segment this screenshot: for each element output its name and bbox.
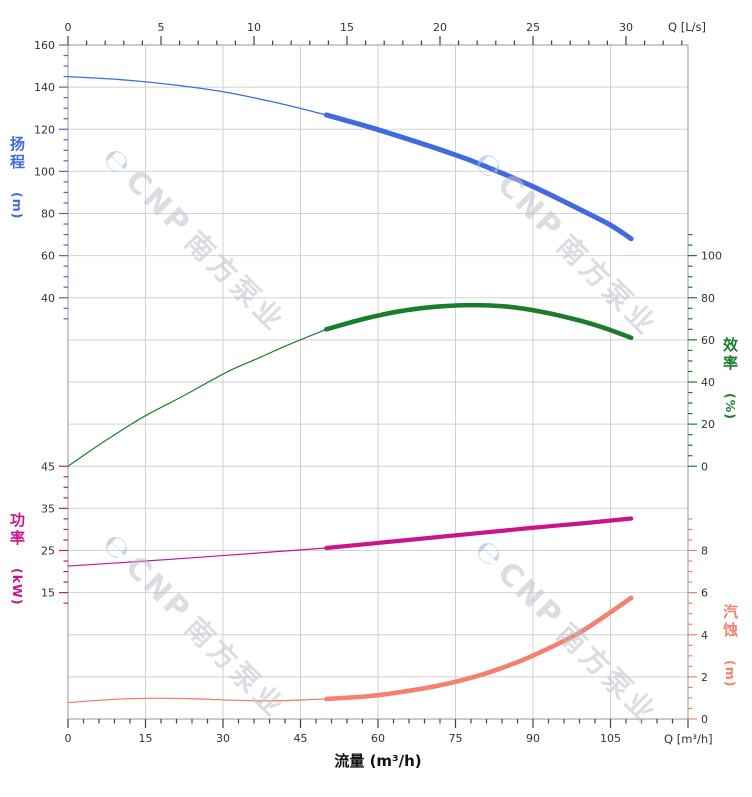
npsh-axis-tick-label: 6 xyxy=(701,587,708,600)
top-axis-tick-label: 5 xyxy=(158,21,165,34)
head-axis-tick-label: 160 xyxy=(34,39,55,52)
power-curve-thick xyxy=(324,516,634,551)
power-axis-tick-label: 35 xyxy=(41,502,55,515)
head-axis-tick-label: 140 xyxy=(34,81,55,94)
top-axis-tick-label: 20 xyxy=(433,21,447,34)
bottom-axis-tick-label: 75 xyxy=(449,732,463,745)
npsh-axis-tick-label: 0 xyxy=(701,713,708,726)
npsh-axis-tick-label: 4 xyxy=(701,629,708,642)
power-axis-tick-label: 45 xyxy=(41,460,55,473)
npsh-curve-thick xyxy=(324,595,634,702)
head-axis-unit: (m) xyxy=(10,192,25,220)
bottom-axis-tick-label: 45 xyxy=(294,732,308,745)
power-axis-title-text: 功率 xyxy=(8,512,26,548)
bottom-axis-tick-label: 0 xyxy=(65,732,72,745)
eff-axis-tick-label: 100 xyxy=(701,250,722,263)
eff-axis-tick-label: 60 xyxy=(701,334,715,347)
top-axis-tick-label: 25 xyxy=(526,21,540,34)
head-axis-title: 扬程 (m) xyxy=(8,136,26,220)
head-axis-tick-label: 100 xyxy=(34,165,55,178)
bottom-axis-unit-label: Q [m³/h] xyxy=(664,732,713,746)
npsh-axis-title-text: 汽蚀 xyxy=(721,604,739,640)
efficiency-axis-title: 效率 (%) xyxy=(721,337,739,421)
efficiency-axis-unit: (%) xyxy=(723,393,738,421)
power-axis-title: 功率 (kW) xyxy=(8,512,26,606)
eff-curve-thin xyxy=(67,328,327,467)
bottom-axis-tick-label: 105 xyxy=(600,732,621,745)
power-axis-tick-label: 25 xyxy=(41,545,55,558)
npsh-axis-unit: (m) xyxy=(723,660,738,688)
power-axis-tick-label: 15 xyxy=(41,587,55,600)
npsh-axis-tick-label: 8 xyxy=(701,545,708,558)
eff-axis-tick-label: 80 xyxy=(701,292,715,305)
top-axis-tick-label: 10 xyxy=(247,21,261,34)
eff-axis-tick-label: 40 xyxy=(701,376,715,389)
head-axis-tick-label: 80 xyxy=(41,208,55,221)
bottom-axis-tick-label: 30 xyxy=(216,732,230,745)
eff-axis-tick-label: 0 xyxy=(701,460,708,473)
eff-curve-thick xyxy=(324,302,634,341)
bottom-axis-tick-label: 15 xyxy=(139,732,153,745)
efficiency-axis-title-text: 效率 xyxy=(721,337,739,373)
bottom-axis-tick-label: 90 xyxy=(526,732,540,745)
npsh-axis-title: 汽蚀 (m) xyxy=(721,604,739,688)
top-axis-tick-label: 30 xyxy=(619,21,633,34)
eff-axis-tick-label: 20 xyxy=(701,418,715,431)
bottom-axis-tick-label: 60 xyxy=(371,732,385,745)
head-axis-tick-label: 60 xyxy=(41,250,55,263)
head-curve-thick xyxy=(323,112,634,242)
top-axis-unit-label: Q [L/s] xyxy=(668,20,706,34)
head-axis-title-text: 扬程 xyxy=(8,136,26,172)
head-curve-thin xyxy=(67,75,327,116)
npsh-curve-thin xyxy=(67,697,327,704)
flow-axis-title: 流量 (m³/h) xyxy=(334,752,422,770)
top-axis-tick-label: 15 xyxy=(340,21,354,34)
top-axis-tick-label: 0 xyxy=(65,21,72,34)
head-axis-tick-label: 40 xyxy=(41,292,55,305)
power-axis-unit: (kW) xyxy=(10,568,25,606)
power-curve-thin xyxy=(67,547,327,567)
head-axis-tick-label: 120 xyxy=(34,123,55,136)
npsh-axis-tick-label: 2 xyxy=(701,671,708,684)
